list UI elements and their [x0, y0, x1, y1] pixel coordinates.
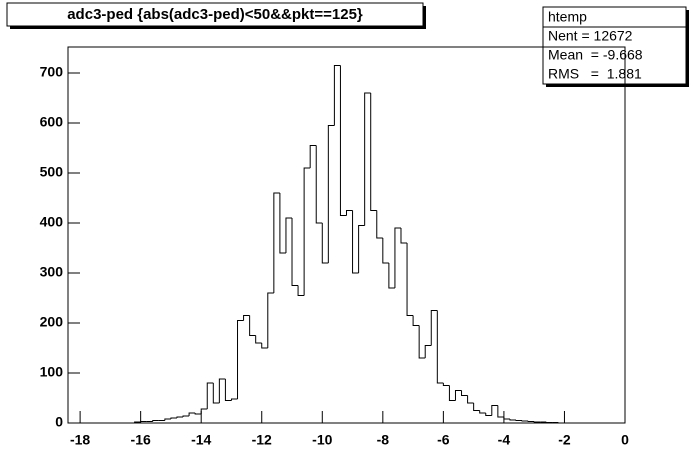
histogram-bin	[297, 285, 305, 296]
histogram-bin	[485, 413, 492, 416]
histogram-bin	[436, 310, 444, 384]
y-tick-label: 500	[40, 164, 64, 180]
histogram-bin	[491, 405, 498, 416]
histogram-bin	[503, 417, 510, 420]
histogram-bin	[358, 225, 365, 273]
histogram-bin	[182, 415, 190, 417]
histogram-bin	[206, 382, 214, 409]
histogram-bin	[467, 395, 474, 404]
histogram-bin	[164, 418, 171, 421]
histogram-bin	[243, 315, 250, 321]
x-tick-label: -10	[312, 432, 332, 448]
histogram-bin	[473, 403, 480, 411]
histogram-bin	[352, 210, 359, 274]
histogram-bin	[533, 421, 541, 423]
histogram-bin	[545, 422, 553, 423]
histogram-bin	[309, 145, 317, 168]
histogram-bin	[194, 413, 202, 415]
histogram-bin	[346, 210, 353, 216]
histogram-bin	[140, 421, 147, 422]
chart-title: adc3-ped {abs(adc3-ped)<50&&pkt==125}	[67, 6, 363, 23]
histogram-bin	[461, 390, 468, 396]
histogram-bin	[279, 193, 286, 254]
histogram-bin	[321, 223, 329, 264]
histogram-bin	[515, 420, 523, 421]
histogram-bin	[315, 145, 323, 224]
histogram-bin	[152, 420, 159, 422]
histogram-bin	[418, 325, 426, 359]
histogram-bin	[285, 217, 293, 253]
x-tick-label: -6	[437, 432, 450, 448]
histogram-bin	[339, 65, 347, 216]
histogram-bin	[255, 335, 262, 344]
histogram-bin	[479, 410, 486, 414]
histogram-bin	[303, 167, 311, 296]
stats-name: htemp	[548, 9, 587, 25]
histogram-bin	[424, 345, 432, 358]
y-tick-label: 200	[40, 314, 64, 330]
histogram-bin	[454, 390, 462, 401]
stats-rms: RMS = 1.881	[548, 66, 642, 82]
y-tick-label: 0	[55, 414, 63, 430]
histogram-bin	[134, 421, 141, 423]
x-tick-label: -18	[70, 432, 90, 448]
y-tick-label: 400	[40, 214, 64, 230]
histogram-bin	[327, 125, 335, 263]
histogram-bin	[218, 378, 226, 403]
histogram-bin	[273, 192, 280, 293]
y-tick-label: 700	[40, 64, 64, 80]
histogram-bin	[521, 420, 529, 422]
histogram-bin	[442, 383, 450, 386]
y-tick-label: 100	[40, 364, 64, 380]
histogram-bin	[267, 292, 274, 348]
histogram-bin	[557, 422, 565, 424]
stats-entries: Nent = 12672	[548, 28, 633, 44]
histogram-bin	[412, 315, 420, 326]
x-tick-label: -8	[377, 432, 390, 448]
x-tick-label: -2	[558, 432, 571, 448]
histogram-bin	[333, 65, 341, 126]
histogram-bin	[170, 417, 177, 419]
histogram-bin	[200, 408, 208, 414]
histogram-bin	[394, 227, 401, 288]
histogram-bin	[382, 238, 389, 264]
histogram-bin	[527, 421, 535, 422]
histogram-bin	[400, 228, 408, 244]
stats-mean: Mean = -9.668	[548, 47, 643, 63]
histogram-bin	[212, 383, 220, 404]
title-box	[6, 2, 424, 27]
histogram-bin	[291, 218, 299, 286]
histogram-bin	[509, 419, 517, 421]
histogram-bin	[376, 210, 383, 239]
x-tick-label: -12	[252, 432, 272, 448]
histogram-bin	[364, 92, 371, 226]
histogram-bin	[370, 93, 377, 211]
histogram-bin	[230, 398, 238, 401]
histogram-bin	[388, 263, 395, 289]
y-tick-label: 300	[40, 264, 64, 280]
histogram-bin	[261, 343, 268, 349]
x-tick-label: 0	[621, 432, 629, 448]
histogram-bin	[406, 243, 414, 316]
plot-frame	[67, 46, 626, 424]
x-tick-label: -16	[131, 432, 151, 448]
histogram-bin	[497, 405, 504, 418]
stats-box	[542, 6, 687, 85]
y-tick-label: 600	[40, 114, 64, 130]
histogram-bin	[448, 385, 456, 401]
histogram-bin	[430, 310, 438, 346]
histogram-bin	[176, 416, 184, 418]
histogram-bin	[249, 315, 256, 336]
histogram-bin	[224, 379, 232, 401]
histogram-bin	[237, 320, 244, 399]
x-tick-label: -14	[191, 432, 211, 448]
x-tick-label: -4	[498, 432, 511, 448]
histogram-bin	[188, 412, 196, 416]
